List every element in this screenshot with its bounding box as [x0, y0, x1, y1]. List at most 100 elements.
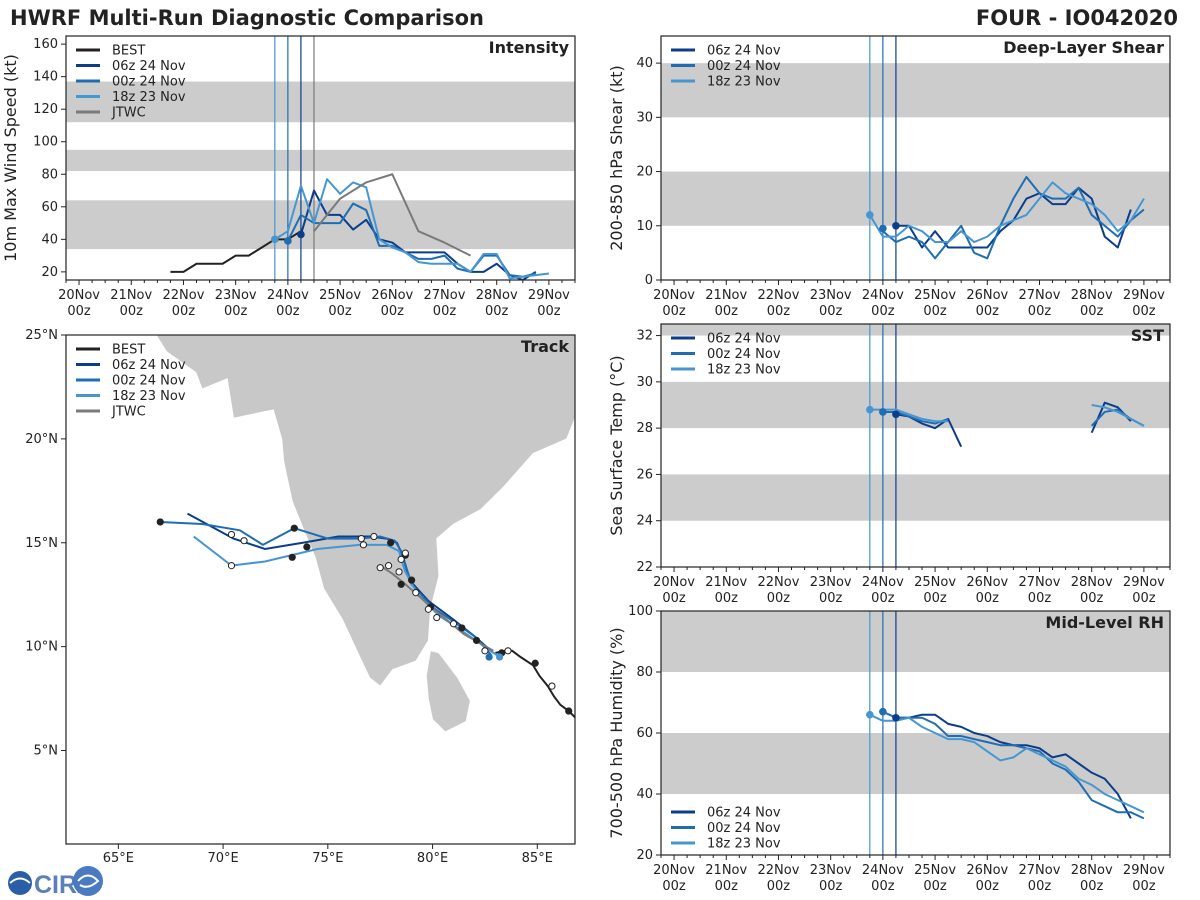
x-tick-label-hour-5: 00z [328, 304, 352, 319]
x-tick-label-day-4: 24Nov [267, 288, 309, 303]
plot-area [661, 324, 1170, 567]
cira-logo: CIRA [8, 866, 103, 899]
track-open-marker-6 [412, 589, 420, 597]
shading-band-0 [661, 474, 1170, 521]
x-tick-label-hour-0: 00z [662, 591, 686, 606]
x-tick-label-hour-4: 00z [276, 304, 300, 319]
track-filled-marker-15 [485, 653, 493, 661]
init-marker-0 [271, 235, 279, 244]
x-tick-label-hour-3: 00z [819, 304, 843, 319]
x-tick-label-hour-5: 00z [923, 591, 947, 606]
x-tick-label-hour-8: 00z [1080, 591, 1104, 606]
track-open-marker-16 [227, 530, 236, 539]
y-tick-label-0: 20 [41, 265, 58, 280]
x-tick-label-day-9: 29Nov [1123, 288, 1165, 303]
figure-title: HWRF Multi-Run Diagnostic Comparison [10, 6, 484, 30]
intensity-panel: 2040608010012014016020Nov00z21Nov00z22No… [1, 35, 576, 319]
y-tick-label-3: 20°N [25, 432, 58, 447]
storm-id: FOUR - IO042020 [976, 6, 1178, 30]
y-tick-label-1: 40 [636, 787, 653, 802]
x-tick-label-hour-9: 00z [537, 304, 561, 319]
legend-label-2: 18z 23 Nov [707, 837, 781, 852]
legend-label-2: 18z 23 Nov [707, 363, 781, 378]
init-marker-0 [866, 405, 874, 414]
panel-title: SST [1131, 326, 1164, 345]
x-tick-label-day-4: 24Nov [862, 863, 904, 878]
legend-label-3: 18z 23 Nov [112, 389, 186, 404]
x-tick-label-day-3: 23Nov [215, 288, 257, 303]
x-tick-label-day-8: 28Nov [476, 288, 518, 303]
x-tick-label-2: 75°E [312, 851, 343, 866]
x-tick-label-hour-3: 00z [819, 879, 843, 894]
x-tick-label-hour-2: 00z [172, 304, 196, 319]
x-tick-label-day-1: 21Nov [110, 288, 152, 303]
track-line-4 [379, 564, 494, 652]
panel-title: Track [521, 337, 569, 356]
legend-label-3: 18z 23 Nov [112, 90, 186, 105]
y-tick-label-4: 100 [628, 604, 653, 619]
shading-band-2 [66, 81, 575, 123]
y-tick-label-0: 20 [636, 848, 653, 863]
y-tick-label-3: 80 [636, 665, 653, 680]
x-tick-label-day-5: 25Nov [319, 288, 361, 303]
series-line-5 [1091, 404, 1145, 427]
track-filled-marker-0 [576, 720, 583, 727]
y-tick-label-5: 120 [33, 102, 58, 117]
x-tick-label-hour-1: 00z [715, 304, 739, 319]
x-tick-label-day-9: 29Nov [528, 288, 570, 303]
init-marker-2 [892, 221, 900, 230]
y-tick-label-2: 20 [636, 165, 653, 180]
y-tick-label-4: 30 [636, 375, 653, 390]
track-open-marker-9 [401, 549, 409, 557]
series-line-1 [299, 189, 537, 280]
x-tick-label-day-6: 26Nov [966, 288, 1008, 303]
rh-panel: 2040608010020Nov00z21Nov00z22Nov00z23Nov… [607, 604, 1171, 894]
track-open-marker-17 [227, 562, 236, 570]
y-tick-label-4: 40 [636, 56, 653, 71]
track-open-marker-4 [433, 613, 441, 622]
x-tick-label-hour-6: 00z [976, 591, 1000, 606]
init-marker-0 [866, 710, 874, 719]
legend-label-1: 00z 24 Nov [707, 59, 781, 74]
plot-area [661, 36, 1170, 280]
legend-label-1: 06z 24 Nov [112, 59, 186, 74]
shear-panel: 01020304020Nov00z21Nov00z22Nov00z23Nov00… [607, 35, 1171, 319]
track-filled-marker-14 [156, 518, 164, 526]
track-open-marker-14 [359, 541, 368, 549]
x-tick-label-hour-5: 00z [923, 304, 947, 319]
x-tick-label-hour-6: 00z [976, 879, 1000, 894]
x-tick-label-day-8: 28Nov [1071, 863, 1113, 878]
track-open-marker-7 [395, 568, 403, 576]
x-tick-label-day-9: 29Nov [1123, 863, 1165, 878]
track-open-marker-10 [384, 562, 393, 570]
track-filled-marker-5 [458, 624, 466, 632]
track-open-marker-15 [240, 537, 248, 545]
track-open-marker-13 [357, 535, 365, 543]
x-tick-label-hour-4: 00z [871, 879, 895, 894]
x-tick-label-hour-2: 00z [767, 879, 791, 894]
legend-label-2: 18z 23 Nov [707, 75, 781, 90]
y-tick-label-6: 140 [33, 70, 58, 85]
x-tick-label-day-4: 24Nov [862, 575, 904, 590]
shading-band-0 [66, 200, 575, 250]
legend-label-0: BEST [112, 44, 145, 59]
x-tick-label-hour-1: 00z [715, 879, 739, 894]
plot-area [66, 36, 575, 280]
y-tick-label-3: 28 [636, 421, 653, 436]
x-tick-label-day-0: 20Nov [653, 575, 695, 590]
init-marker-1 [879, 224, 887, 233]
track-filled-marker-16 [495, 653, 504, 661]
y-tick-label-1: 40 [41, 232, 58, 247]
x-tick-label-day-1: 21Nov [705, 863, 747, 878]
legend-label-0: 06z 24 Nov [707, 806, 781, 821]
track-open-marker-0 [548, 682, 556, 690]
axes-frame [660, 323, 1171, 568]
legend-label-4: JTWC [111, 106, 146, 121]
init-marker-1 [284, 237, 292, 245]
shading-band-0 [661, 171, 1170, 226]
x-tick-label-day-8: 28Nov [1071, 288, 1113, 303]
x-tick-label-hour-0: 00z [662, 304, 686, 319]
x-tick-label-day-0: 20Nov [653, 288, 695, 303]
panel-title: Mid-Level RH [1045, 613, 1164, 632]
series-line-1 [882, 710, 1145, 820]
